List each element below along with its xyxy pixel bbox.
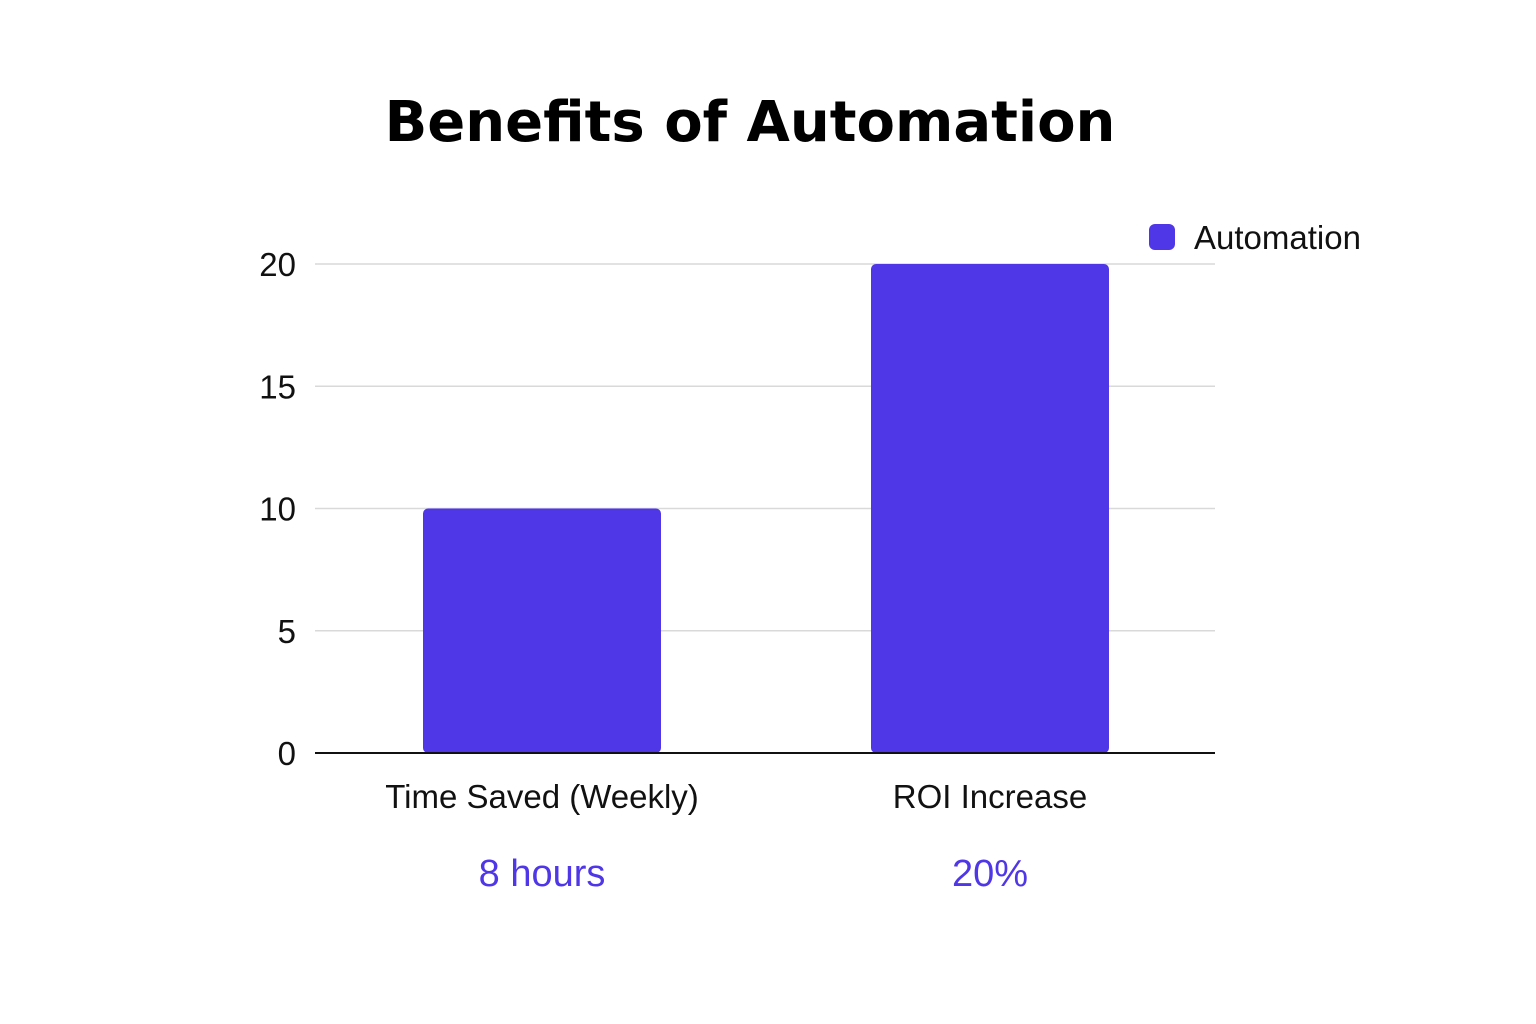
y-axis-ticks: 0 5 10 15 20	[259, 246, 296, 772]
legend-swatch	[1149, 224, 1175, 250]
x-tick-label: ROI Increase	[893, 778, 1087, 815]
bar	[423, 508, 661, 753]
annotation-label: 20%	[952, 853, 1028, 895]
annotations: 8 hours 20%	[479, 853, 1028, 895]
y-tick-label: 5	[278, 613, 296, 650]
legend: Automation	[1149, 219, 1361, 256]
y-tick-label: 10	[259, 491, 296, 528]
y-tick-label: 0	[278, 735, 296, 772]
bars	[423, 264, 1109, 753]
y-tick-label: 15	[259, 368, 296, 405]
y-tick-label: 20	[259, 246, 296, 283]
x-axis-labels: Time Saved (Weekly) ROI Increase	[385, 778, 1087, 815]
bar	[871, 264, 1109, 753]
annotation-label: 8 hours	[479, 853, 606, 895]
chart-title: Benefits of Automation	[385, 90, 1116, 155]
x-tick-label: Time Saved (Weekly)	[385, 778, 699, 815]
legend-label: Automation	[1194, 219, 1361, 256]
